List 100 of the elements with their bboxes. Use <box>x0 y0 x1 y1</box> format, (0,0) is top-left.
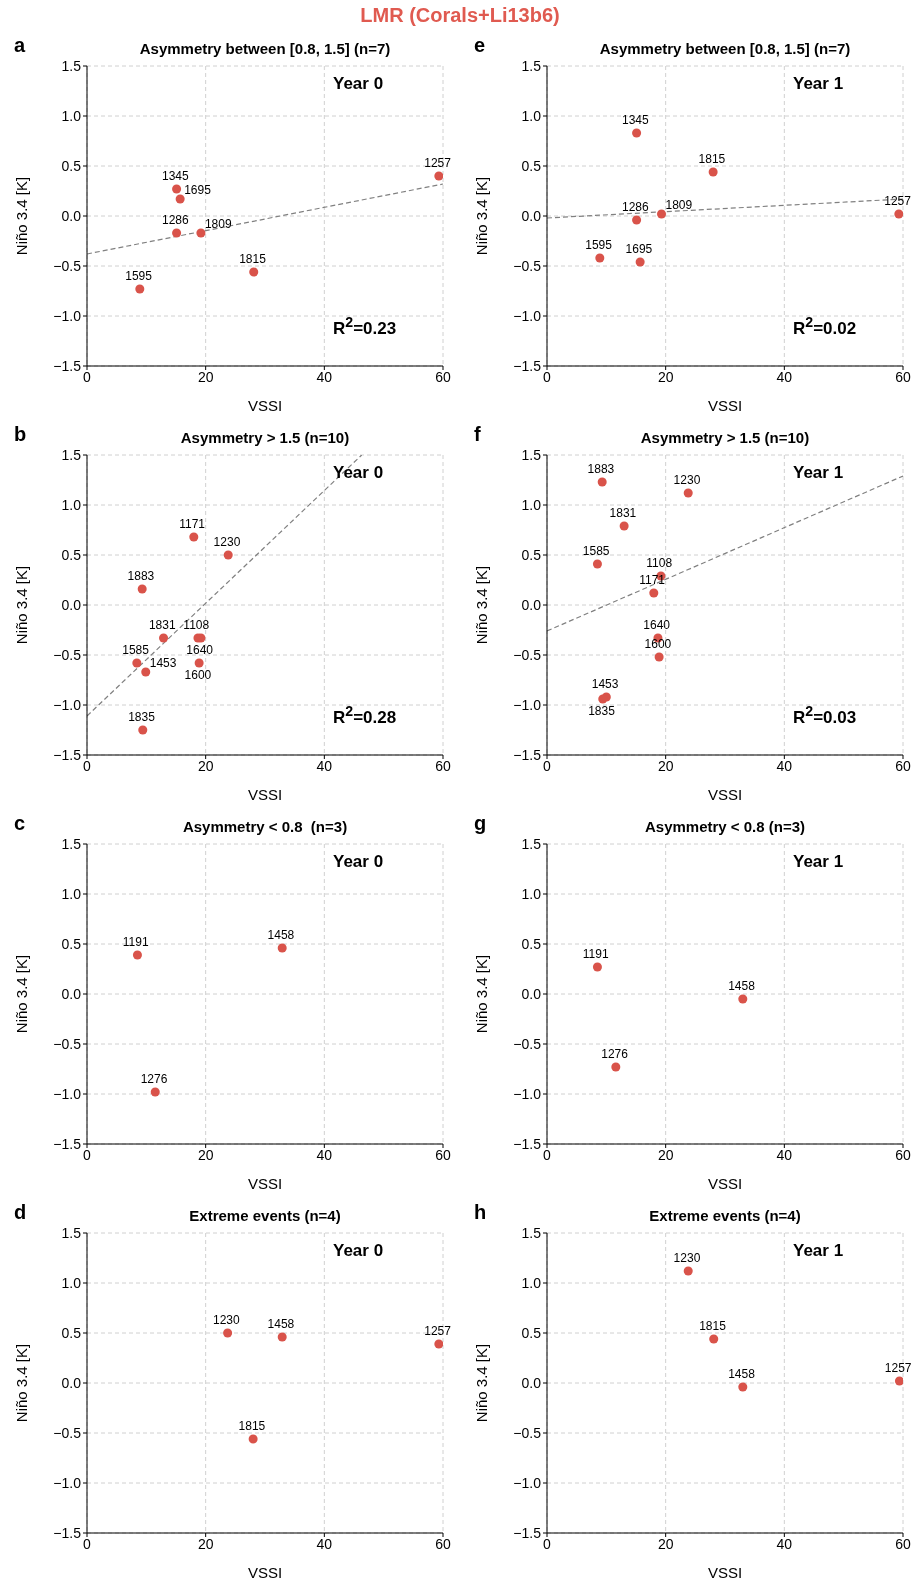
point <box>132 658 142 668</box>
annotation: 1286 <box>621 200 649 214</box>
y-tick-label: −1.0 <box>513 307 542 324</box>
y-tick-label: −1.0 <box>513 1474 542 1491</box>
x-axis-title: VSSI <box>707 1564 743 1581</box>
y-tick-label: −1.5 <box>513 746 542 763</box>
y-tick-label: 0.0 <box>61 1374 82 1391</box>
x-axis-title: VSSI <box>247 1175 283 1192</box>
point <box>592 962 602 972</box>
annotation: R$^{2}$=0.02 <box>793 314 857 339</box>
annotation: 1585 <box>582 544 610 558</box>
y-tick-label: 1.5 <box>521 446 542 463</box>
annotation: 1595 <box>125 269 152 283</box>
annotation: 1257 <box>424 1324 451 1338</box>
x-tick-label: 60 <box>895 1535 911 1552</box>
point <box>611 1062 621 1072</box>
y-tick-label: 1.0 <box>61 1274 82 1291</box>
annotation: 1600 <box>644 637 672 651</box>
annotation: 1230 <box>213 535 241 549</box>
text: g <box>474 812 487 835</box>
y-tick-label: −1.5 <box>53 1524 82 1541</box>
annotation: 1883 <box>587 462 615 476</box>
x-tick-label: 60 <box>895 368 911 385</box>
y-tick-label: −1.0 <box>513 696 542 713</box>
y-tick-label: −1.5 <box>53 746 82 763</box>
point <box>248 1434 258 1444</box>
text: d <box>14 1201 27 1224</box>
point <box>137 584 147 594</box>
annotation: 1883 <box>127 569 155 583</box>
annotation: 1640 <box>186 643 214 657</box>
chart-title: Extreme events (n=4) <box>648 1207 802 1224</box>
y-tick-label: 0.0 <box>521 596 542 613</box>
point <box>172 184 182 194</box>
y-tick-label: 1.5 <box>521 835 542 852</box>
point <box>894 209 903 219</box>
point <box>654 652 664 662</box>
annotation: 1815 <box>238 1419 266 1433</box>
y-axis-title: Niño 3.4 [K] <box>13 954 31 1034</box>
chart-title: Asymmetry > 1.5 (n=10) <box>179 429 351 446</box>
x-tick-label: 60 <box>895 757 911 774</box>
annotation: 1835 <box>128 710 155 724</box>
y-tick-label: 1.0 <box>61 496 82 513</box>
text: h <box>474 1201 487 1224</box>
chart-title: Asymmetry < 0.8 (n=3) <box>643 818 807 835</box>
annotation: 1815 <box>239 252 266 266</box>
y-tick-label: 0.5 <box>521 1324 542 1341</box>
point <box>619 521 629 531</box>
y-tick-label: −1.5 <box>513 1524 542 1541</box>
y-tick-label: 0.5 <box>61 546 82 563</box>
x-tick-label: 20 <box>657 1535 674 1552</box>
point <box>196 228 206 238</box>
text: LMR (Corals+Li13b6) <box>359 4 561 27</box>
annotation: 1453 <box>591 677 619 691</box>
annotation: Year 1 <box>793 1241 844 1261</box>
annotation: Year 1 <box>793 852 844 872</box>
point <box>649 588 659 598</box>
x-tick-label: 40 <box>776 1146 793 1163</box>
x-tick-label: 0 <box>543 1535 552 1552</box>
y-tick-label: −0.5 <box>513 1424 542 1441</box>
point <box>135 284 145 294</box>
annotation: Year 1 <box>793 74 844 94</box>
point <box>223 1328 233 1338</box>
y-tick-label: −0.5 <box>513 1035 542 1052</box>
annotation: 1835 <box>588 704 615 718</box>
annotation: 1809 <box>204 217 232 231</box>
annotation: 1230 <box>213 1313 240 1327</box>
annotation: 1458 <box>267 1317 295 1331</box>
annotation: 1230 <box>673 473 701 487</box>
y-axis-title: Niño 3.4 [K] <box>473 176 491 256</box>
y-tick-label: −0.5 <box>53 1035 82 1052</box>
x-tick-label: 40 <box>316 368 333 385</box>
chart-title: Extreme events (n=4) <box>188 1207 342 1224</box>
annotation: 1831 <box>609 506 637 520</box>
annotation: 1191 <box>582 947 609 961</box>
x-tick-label: 60 <box>435 1535 451 1552</box>
y-axis-title: Niño 3.4 [K] <box>473 954 491 1034</box>
x-tick-label: 40 <box>776 757 793 774</box>
x-tick-label: 20 <box>657 368 674 385</box>
x-tick-label: 20 <box>197 368 214 385</box>
annotation: 1257 <box>884 194 911 208</box>
text: e <box>474 34 486 57</box>
x-tick-label: 0 <box>83 1535 92 1552</box>
y-axis-title: Niño 3.4 [K] <box>13 176 31 256</box>
annotation: 1831 <box>148 618 176 632</box>
point <box>597 477 607 487</box>
y-tick-label: 0.0 <box>521 1374 542 1391</box>
point <box>223 550 233 560</box>
y-tick-label: 1.0 <box>61 885 82 902</box>
y-tick-label: 1.0 <box>521 885 542 902</box>
annotation: 1458 <box>267 928 295 942</box>
x-tick-label: 60 <box>435 757 451 774</box>
y-tick-label: −0.5 <box>513 646 542 663</box>
y-tick-label: 0.0 <box>61 985 82 1002</box>
y-tick-label: −1.0 <box>53 1085 82 1102</box>
y-tick-label: 1.5 <box>521 57 542 74</box>
annotation: 1191 <box>122 935 149 949</box>
point <box>189 532 199 542</box>
y-tick-label: 1.0 <box>521 1274 542 1291</box>
x-axis-title: VSSI <box>707 786 743 803</box>
x-tick-label: 60 <box>435 368 451 385</box>
